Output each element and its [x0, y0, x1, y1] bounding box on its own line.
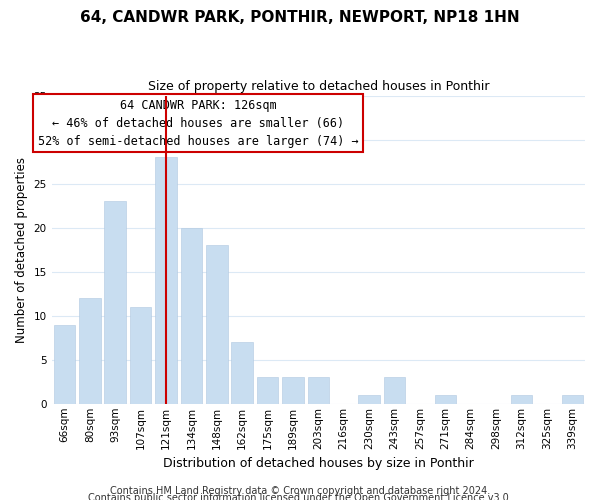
Bar	[155, 157, 177, 404]
Bar	[181, 228, 202, 404]
Text: 64 CANDWR PARK: 126sqm
← 46% of detached houses are smaller (66)
52% of semi-det: 64 CANDWR PARK: 126sqm ← 46% of detached…	[38, 98, 359, 148]
Bar	[282, 378, 304, 404]
Text: Contains public sector information licensed under the Open Government Licence v3: Contains public sector information licen…	[88, 493, 512, 500]
Bar	[79, 298, 101, 404]
Bar	[358, 395, 380, 404]
Bar	[511, 395, 532, 404]
Bar	[257, 378, 278, 404]
Bar	[562, 395, 583, 404]
Text: Contains HM Land Registry data © Crown copyright and database right 2024.: Contains HM Land Registry data © Crown c…	[110, 486, 490, 496]
Bar	[206, 246, 227, 404]
Y-axis label: Number of detached properties: Number of detached properties	[15, 156, 28, 342]
Bar	[130, 307, 151, 404]
Bar	[104, 201, 126, 404]
Bar	[308, 378, 329, 404]
Bar	[232, 342, 253, 404]
Bar	[53, 324, 75, 404]
X-axis label: Distribution of detached houses by size in Ponthir: Distribution of detached houses by size …	[163, 457, 474, 470]
Bar	[434, 395, 456, 404]
Bar	[384, 378, 406, 404]
Title: Size of property relative to detached houses in Ponthir: Size of property relative to detached ho…	[148, 80, 489, 93]
Text: 64, CANDWR PARK, PONTHIR, NEWPORT, NP18 1HN: 64, CANDWR PARK, PONTHIR, NEWPORT, NP18 …	[80, 10, 520, 25]
